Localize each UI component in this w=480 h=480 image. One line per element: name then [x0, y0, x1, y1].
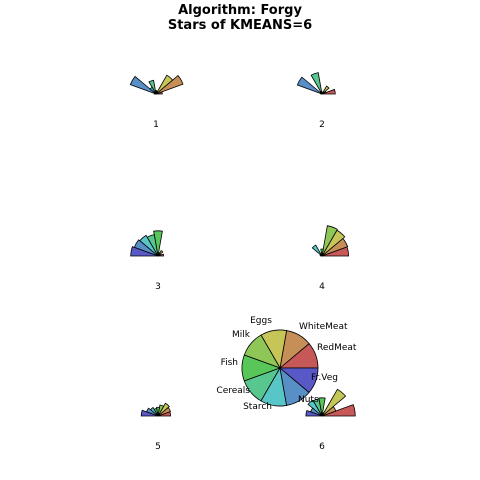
segment-eggs: [321, 85, 330, 95]
segment-fish: [153, 230, 163, 257]
star-2: 2: [296, 72, 336, 130]
segment-fr-veg: [140, 409, 159, 417]
star-5: 5: [140, 402, 172, 452]
star-label: 5: [155, 442, 161, 452]
stars-layer: 1 2 3 4 5 6: [129, 72, 356, 452]
segment-fish: [318, 397, 326, 417]
key-label-eggs: Eggs: [250, 316, 272, 326]
star-6: 6: [305, 388, 356, 452]
segment-nuts: [296, 76, 323, 95]
segment-starch: [311, 244, 323, 257]
segment-eggs: [155, 74, 174, 95]
segment-fr-veg: [153, 92, 157, 95]
key-label-starch: Starch: [243, 402, 272, 412]
star-label: 1: [153, 120, 159, 130]
key-label-milk: Milk: [232, 330, 251, 340]
segment-milk: [321, 225, 338, 257]
segment-fr-veg: [305, 409, 323, 417]
star-3: 3: [130, 230, 165, 292]
key-layer: RedMeat WhiteMeat Eggs Milk Fish Cereals Starc…: [216, 316, 356, 412]
key-label-fish: Fish: [221, 358, 238, 368]
key-label-redmeat: RedMeat: [317, 343, 357, 353]
star-label: 3: [155, 282, 161, 292]
star-1: 1: [129, 74, 184, 130]
segment-cereals: [310, 72, 323, 95]
segment-starch: [307, 399, 323, 417]
star-label: 4: [319, 282, 325, 292]
star-label: 2: [319, 120, 325, 130]
key-label-nuts: Nuts: [298, 395, 319, 405]
chart-subtitle: Stars of KMEANS=6: [168, 18, 312, 33]
segment-eggs: [157, 402, 170, 417]
key-label-fr-veg: Fr.Veg: [311, 373, 338, 383]
key-segment-fr-veg: [278, 367, 319, 393]
key-label-whitemeat: WhiteMeat: [299, 322, 348, 332]
segment-whitemeat: [155, 74, 184, 95]
segment-eggs: [321, 388, 347, 417]
segment-milk: [157, 404, 165, 417]
chart-title: Algorithm: Forgy: [178, 3, 302, 18]
key-label-cereals: Cereals: [216, 386, 250, 396]
segment-fish: [320, 248, 324, 257]
star-label: 6: [319, 442, 325, 452]
segment-fr-veg: [130, 246, 159, 257]
star-4: 4: [311, 225, 350, 292]
segment-nuts: [129, 75, 157, 95]
